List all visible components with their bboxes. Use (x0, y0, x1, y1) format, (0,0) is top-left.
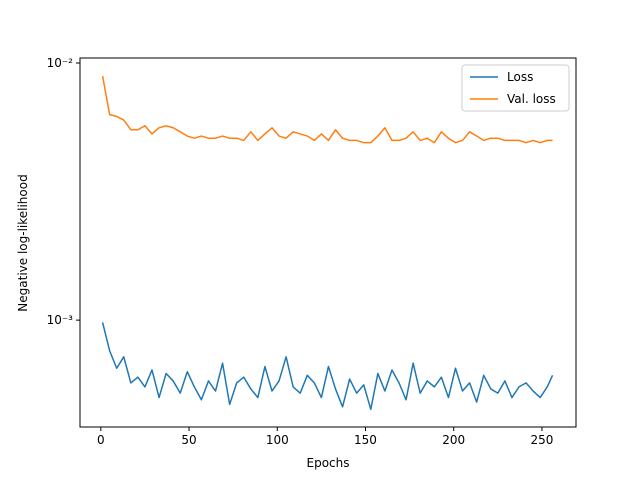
line-series (101, 322, 554, 411)
plot-frame (79, 57, 577, 428)
y-axis-label: Negative log-likelihood (16, 174, 30, 311)
line-series (101, 75, 553, 144)
legend-label: Loss (507, 70, 533, 84)
x-tick-label: 50 (181, 433, 196, 447)
x-tick-label: 100 (266, 433, 289, 447)
y-tick-label: 10⁻² (47, 56, 74, 70)
x-tick-label: 250 (530, 433, 553, 447)
x-tick-label: 150 (354, 433, 377, 447)
y-tick-label: 10⁻³ (47, 313, 74, 327)
x-tick-label: 0 (97, 433, 105, 447)
x-tick-label: 200 (442, 433, 465, 447)
x-axis-label: Epochs (307, 456, 350, 470)
legend-label: Val. loss (507, 92, 556, 106)
